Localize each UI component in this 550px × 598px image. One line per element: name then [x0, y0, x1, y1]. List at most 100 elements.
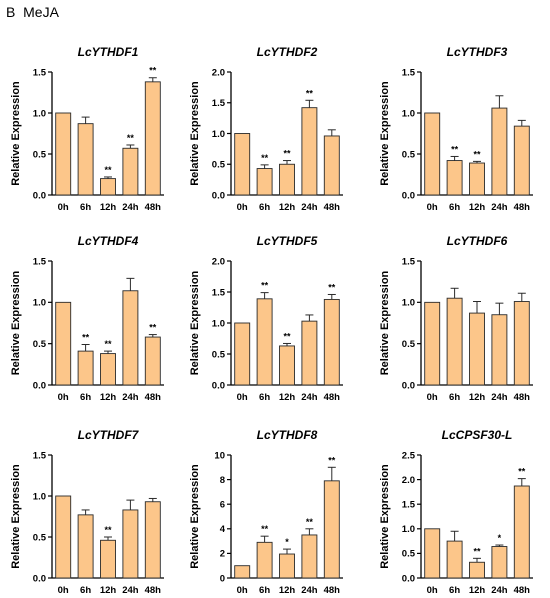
x-tick-label: 6h [259, 585, 270, 596]
bar-6h [77, 350, 94, 386]
chart-title: LcYTHDF4 [78, 234, 139, 248]
y-tick-label: 0.5 [33, 339, 47, 350]
bar-24h [301, 534, 318, 579]
bar-12h [100, 539, 116, 579]
x-tick-label: 6h [80, 202, 91, 213]
chart-title: LcYTHDF3 [447, 45, 508, 59]
y-tick-label: 0.5 [212, 160, 226, 171]
x-tick-label: 48h [145, 392, 162, 403]
bar-24h [491, 107, 508, 196]
bar-48h [323, 298, 340, 386]
significance-label: ** [283, 149, 291, 159]
y-tick-label: 0.0 [212, 380, 225, 391]
bar-0h [424, 112, 441, 196]
chart-panel-5: LcYTHDF5 Relative Expression 0.0 0.5 1.0 1.5 2… [189, 234, 343, 403]
x-tick-label: 12h [279, 585, 296, 596]
bar-0h [55, 495, 72, 579]
y-tick-label: 2.5 [402, 450, 416, 461]
x-tick-label: 24h [301, 585, 318, 596]
y-axis-label: Relative Expression [10, 270, 22, 375]
bar-6h [256, 298, 273, 386]
x-tick-label: 0h [58, 392, 69, 403]
x-tick-label: 0h [427, 392, 438, 403]
y-tick-label: 1.0 [402, 298, 415, 309]
x-tick-label: 48h [324, 392, 341, 403]
x-tick-label: 0h [237, 392, 248, 403]
significance-label: ** [149, 323, 157, 333]
y-tick-label: 4 [220, 524, 226, 535]
y-tick-label: 1.0 [402, 524, 415, 535]
significance-label: ** [518, 467, 526, 477]
y-tick-label: 2.0 [402, 475, 415, 486]
bar-48h [513, 301, 530, 386]
bar-6h [256, 168, 273, 196]
bar-48h [323, 135, 340, 196]
x-tick-label: 6h [259, 202, 270, 213]
significance-label: ** [306, 517, 314, 527]
x-tick-label: 12h [469, 392, 486, 403]
bar-0h [424, 528, 441, 579]
chart-title: LcYTHDF8 [257, 428, 318, 442]
y-tick-label: 0.0 [33, 380, 46, 391]
y-axis-label: Relative Expression [10, 81, 22, 186]
y-axis-label: Relative Expression [379, 270, 391, 375]
chart-title: LcYTHDF6 [447, 234, 508, 248]
bar-0h [424, 301, 441, 386]
bar-24h [491, 314, 508, 386]
significance-label: ** [261, 153, 269, 163]
bar-48h [144, 501, 161, 579]
significance-label: ** [473, 149, 481, 159]
significance-label: ** [306, 88, 314, 98]
significance-label: ** [451, 144, 459, 154]
y-tick-label: 0.0 [402, 380, 415, 391]
significance-label: ** [473, 546, 481, 556]
significance-label: ** [283, 331, 291, 341]
chart-title: LcYTHDF7 [78, 428, 140, 442]
y-tick-label: 1.0 [212, 129, 225, 140]
x-tick-label: 12h [469, 585, 486, 596]
x-tick-label: 48h [145, 585, 162, 596]
chart-panel-7: LcYTHDF7 Relative Expression 0.0 0.5 1.0 1.5 0… [10, 428, 164, 596]
bar-48h [144, 81, 161, 196]
x-tick-label: 48h [514, 392, 531, 403]
y-tick-label: 0.5 [402, 549, 416, 560]
x-tick-label: 12h [100, 585, 117, 596]
bar-6h [446, 160, 463, 196]
bar-6h [77, 123, 94, 196]
y-tick-label: 1.0 [33, 108, 46, 119]
x-tick-label: 0h [237, 202, 248, 213]
y-tick-label: 2.0 [212, 67, 225, 78]
x-tick-label: 6h [449, 585, 460, 596]
bar-12h [469, 162, 485, 196]
y-tick-label: 1.5 [212, 98, 226, 109]
y-tick-label: 0 [220, 573, 225, 584]
y-tick-label: 0.5 [33, 532, 47, 543]
y-tick-label: 0.0 [33, 573, 46, 584]
y-tick-label: 1.5 [33, 450, 47, 461]
chart-title: LcYTHDF2 [257, 45, 318, 59]
figure-label: B MeJA [6, 4, 59, 20]
bar-6h [256, 541, 273, 579]
x-tick-label: 48h [145, 202, 162, 213]
bar-6h [77, 514, 94, 579]
y-tick-label: 1.5 [402, 256, 416, 267]
significance-label: ** [104, 339, 112, 349]
x-tick-label: 24h [301, 392, 318, 403]
bar-0h [55, 301, 72, 386]
y-tick-label: 0.0 [33, 190, 46, 201]
y-tick-label: 0.5 [212, 349, 226, 360]
x-tick-label: 6h [449, 392, 460, 403]
y-tick-label: 0.0 [402, 190, 415, 201]
bar-6h [446, 297, 463, 386]
y-tick-label: 1.0 [402, 108, 415, 119]
bar-24h [122, 147, 139, 196]
x-tick-label: 24h [491, 392, 508, 403]
bar-12h [279, 163, 295, 196]
y-tick-label: 0.5 [402, 339, 416, 350]
significance-label: * [498, 533, 502, 543]
x-tick-label: 12h [100, 202, 117, 213]
y-tick-label: 1.0 [33, 491, 46, 502]
chart-panel-2: LcYTHDF2 Relative Expression 0.0 0.5 1.0 1.5 2… [189, 45, 343, 213]
bar-0h [55, 112, 72, 196]
